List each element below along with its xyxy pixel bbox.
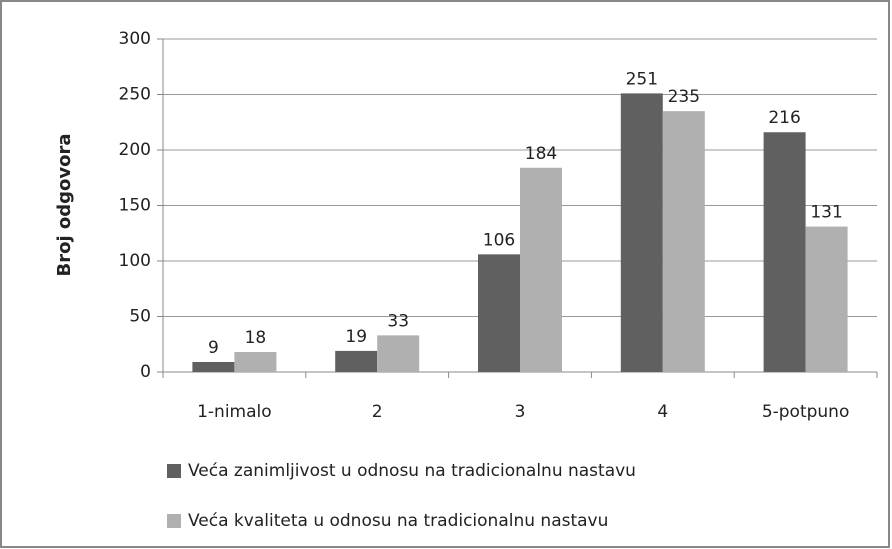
value-label: 9: [208, 338, 219, 358]
y-tick-label: 300: [119, 29, 151, 49]
value-label: 235: [668, 87, 700, 107]
value-label: 106: [483, 230, 515, 250]
value-label: 131: [810, 203, 842, 223]
y-tick-label: 250: [119, 85, 151, 105]
value-label: 33: [387, 311, 409, 331]
y-axis-title: Broj odgovora: [54, 133, 75, 276]
y-tick-label: 150: [119, 196, 151, 216]
bar: [520, 167, 562, 372]
x-tick-label: 3: [515, 402, 526, 422]
legend-label: Veća kvaliteta u odnosu na tradicionalnu…: [188, 511, 608, 531]
x-tick-label: 2: [372, 402, 383, 422]
x-tick-label: 5-potpuno: [762, 402, 850, 422]
legend-swatch: [167, 464, 181, 478]
y-tick-label: 50: [129, 307, 151, 327]
bar: [192, 362, 235, 372]
x-tick-label: 4: [657, 402, 668, 422]
bar: [377, 335, 420, 372]
value-label: 184: [525, 144, 557, 164]
value-label: 18: [245, 328, 267, 348]
bar: [234, 352, 277, 372]
bar: [662, 111, 705, 373]
x-tick-label: 1-nimalo: [197, 402, 272, 422]
legend-label: Veća zanimljivost u odnosu na tradiciona…: [188, 461, 636, 481]
legend-swatch: [167, 514, 181, 528]
y-tick-label: 0: [140, 362, 151, 382]
y-tick-label: 100: [119, 251, 151, 271]
bar: [335, 350, 378, 372]
value-label: 251: [626, 69, 658, 89]
y-tick-label: 200: [119, 140, 151, 160]
value-label: 216: [768, 108, 800, 128]
bar: [620, 93, 663, 372]
bar: [478, 254, 520, 372]
bar: [805, 226, 848, 372]
bar: [763, 132, 806, 372]
value-label: 19: [345, 327, 367, 347]
